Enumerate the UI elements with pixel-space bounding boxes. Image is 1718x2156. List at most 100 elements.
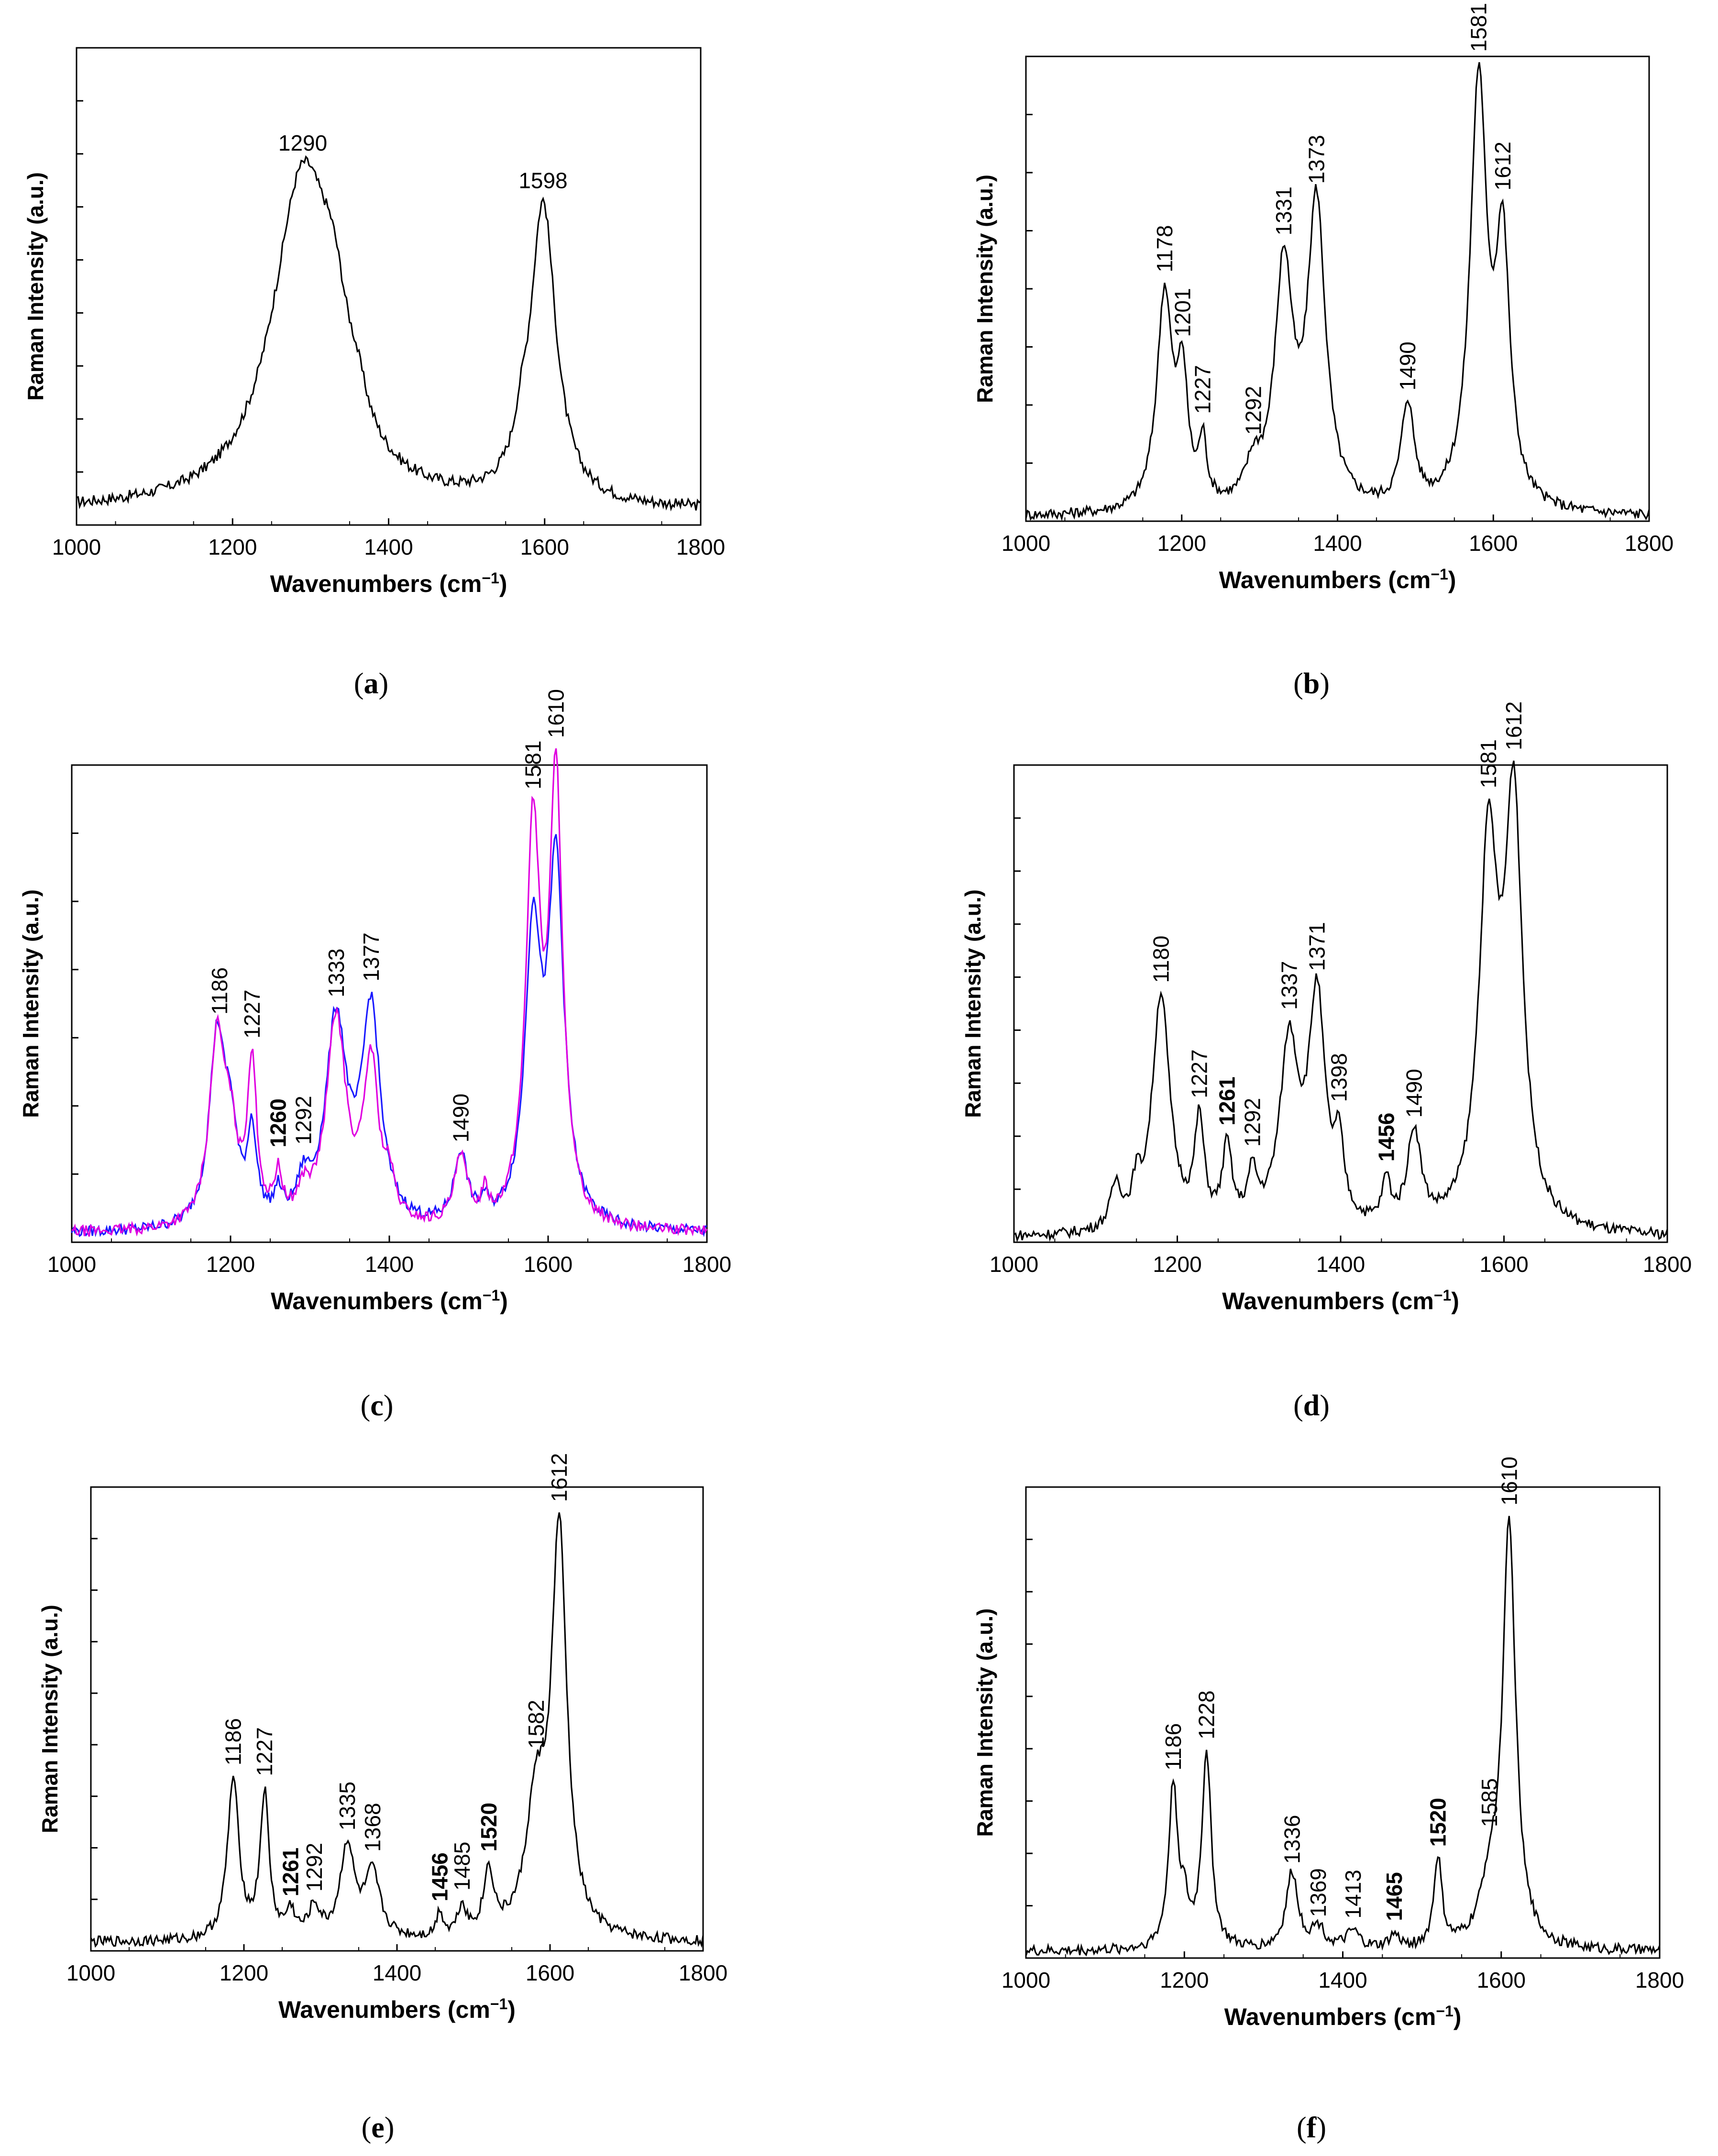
x-tick-label: 1200 [208, 535, 257, 559]
peak-label: 1398 [1327, 1053, 1352, 1102]
peak-label: 1369 [1306, 1868, 1331, 1917]
peak-label: 1337 [1277, 961, 1301, 1010]
x-tick-label: 1800 [1635, 1968, 1684, 1992]
x-tick-label: 1400 [1316, 1252, 1365, 1277]
x-axis-label: Wavenumbers (cm−1) [271, 1287, 508, 1314]
peak-label: 1186 [207, 967, 232, 1015]
panel-caption-e: (e) [362, 2112, 395, 2144]
x-tick-label: 1200 [1153, 1252, 1201, 1277]
x-tick-label: 1400 [1318, 1968, 1367, 1992]
peak-label: 1227 [252, 1727, 277, 1776]
peak-label: 1612 [547, 1453, 572, 1502]
peak-label: 1333 [324, 949, 349, 997]
peak-label: 1377 [359, 932, 384, 981]
peak-label: 1292 [302, 1843, 327, 1892]
chart-panel-b: 1000 1200 1400 1600 1800 Wavenumbers (cm−1) Ra… [972, 3, 1674, 700]
plot-frame [1025, 55, 1650, 522]
peak-label: 1581 [1476, 739, 1501, 788]
peak-label: 1582 [524, 1700, 549, 1749]
peak-label: 1227 [240, 990, 264, 1039]
x-tick-label: 1600 [524, 1252, 573, 1277]
x-tick-label: 1400 [1313, 531, 1362, 556]
panel-caption-d: (d) [1293, 1390, 1330, 1422]
peak-label: 1227 [1190, 365, 1215, 414]
x-tick-label: 1800 [1643, 1252, 1692, 1277]
y-axis-label: Raman Intensity (a.u.) [23, 172, 48, 401]
x-tick-label: 1800 [683, 1252, 731, 1277]
x-axis-label: Wavenumbers (cm−1) [1219, 566, 1456, 593]
x-tick-label: 1400 [364, 535, 413, 559]
peak-label: 1485 [450, 1841, 474, 1890]
peak-label: 1581 [520, 741, 545, 789]
y-axis-label: Raman Intensity (a.u.) [972, 1609, 997, 1837]
peak-label: 1373 [1304, 135, 1329, 184]
peak-label: 1368 [360, 1803, 385, 1851]
panel-caption-b: (b) [1293, 668, 1330, 700]
peak-label: 1180 [1148, 936, 1173, 983]
x-tick-label: 1400 [365, 1252, 414, 1277]
peak-label: 1331 [1271, 186, 1296, 235]
spectrum-line-1 [76, 155, 702, 512]
x-tick-label: 1200 [1160, 1968, 1209, 1992]
peak-label: 1371 [1304, 922, 1329, 971]
x-tick-label: 1600 [1479, 1252, 1528, 1277]
x-tick-label: 1800 [679, 1960, 727, 1985]
peak-label: 1260 [266, 1098, 291, 1147]
x-tick-label: 1600 [520, 535, 569, 559]
x-axis-label: Wavenumbers (cm−1) [270, 569, 507, 597]
peak-label: 1335 [335, 1782, 360, 1830]
spectrum-line-1 [1013, 760, 1668, 1243]
spectrum-line-1 [90, 1512, 704, 1948]
plot-frame [1013, 764, 1668, 1243]
peak-label: 1228 [1194, 1690, 1219, 1739]
chart-panel-a: 1000 1200 1400 1600 1800 Wavenumbers (cm−1) Ra… [23, 47, 725, 700]
spectrum-line-1 [1025, 62, 1650, 522]
x-tick-label: 1200 [220, 1960, 268, 1985]
y-axis-label: Raman Intensity (a.u.) [18, 889, 43, 1118]
chart-panel-e: 1000 1200 1400 1600 1800 Wavenumbers (cm−1) Ra… [37, 1453, 727, 2144]
peak-label: 1456 [428, 1852, 452, 1901]
peak-label: 1612 [1490, 142, 1515, 190]
x-tick-label: 1000 [1002, 1968, 1050, 1992]
plot-frame [76, 47, 702, 526]
peak-label: 1581 [1466, 3, 1491, 52]
y-axis-label: Raman Intensity (a.u.) [972, 175, 997, 403]
x-tick-label: 1600 [1469, 531, 1518, 556]
chart-panel-f: 1000 1200 1400 1600 1800 Wavenumbers (cm−1) Ra… [972, 1456, 1684, 2144]
peak-label: 1292 [1240, 1098, 1265, 1147]
peak-label: 1227 [1187, 1050, 1212, 1098]
spectrum-line-2 [71, 748, 708, 1237]
peak-label: 1261 [278, 1848, 303, 1896]
x-tick-label: 1200 [206, 1252, 255, 1277]
peak-label: 1186 [221, 1718, 246, 1765]
peak-label: 1610 [544, 689, 569, 738]
peak-label: 1178 [1152, 225, 1177, 273]
chart-panel-c: 1000 1200 1400 1600 1800 Wavenumbers (cm−1) Ra… [18, 689, 731, 1422]
x-axis-label: Wavenumbers (cm−1) [1222, 1287, 1459, 1314]
peak-label: 1585 [1477, 1778, 1502, 1827]
x-tick-label: 1000 [1002, 531, 1050, 556]
x-tick-label: 1000 [47, 1252, 96, 1277]
peak-label: 1292 [1241, 386, 1266, 435]
peak-label: 1598 [518, 168, 567, 193]
peak-label: 1456 [1374, 1113, 1399, 1161]
panel-caption-f: (f) [1297, 2112, 1326, 2144]
peak-label: 1336 [1280, 1815, 1305, 1864]
panel-caption-a: (a) [354, 668, 388, 700]
x-axis-label: Wavenumbers (cm−1) [278, 1995, 516, 2023]
x-tick-label: 1800 [1625, 531, 1674, 556]
chart-panel-d: 1000 1200 1400 1600 1800 Wavenumbers (cm−1) Ra… [960, 701, 1692, 1422]
x-tick-label: 1400 [373, 1960, 421, 1985]
peak-label: 1490 [1402, 1069, 1427, 1117]
peak-label: 1490 [448, 1094, 473, 1142]
plot-frame [71, 764, 708, 1243]
x-tick-label: 1800 [676, 535, 725, 559]
peak-label: 1490 [1395, 341, 1420, 390]
peak-label: 1186 [1161, 1723, 1186, 1771]
peak-label: 1292 [291, 1096, 316, 1145]
x-tick-label: 1000 [66, 1960, 115, 1985]
spectrum-line-1 [1025, 1516, 1661, 1957]
peak-label: 1610 [1497, 1456, 1521, 1505]
x-tick-label: 1600 [526, 1960, 574, 1985]
peak-label: 1290 [278, 131, 327, 155]
